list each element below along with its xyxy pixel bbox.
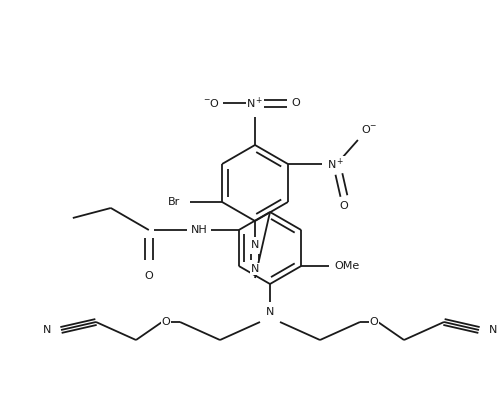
Text: N$^+$: N$^+$ — [327, 156, 344, 172]
Text: O: O — [162, 317, 170, 327]
Text: N: N — [251, 264, 259, 274]
Text: N: N — [266, 307, 274, 317]
Text: NH: NH — [190, 225, 207, 235]
Text: N$^+$: N$^+$ — [246, 96, 264, 111]
Text: N: N — [489, 325, 497, 335]
Text: O: O — [340, 201, 348, 211]
Text: N: N — [251, 240, 259, 250]
Text: O$^{-}$: O$^{-}$ — [360, 123, 377, 135]
Text: OMe: OMe — [334, 261, 360, 271]
Text: $^{-}$O: $^{-}$O — [204, 97, 220, 109]
Text: N: N — [43, 325, 51, 335]
Text: O: O — [292, 98, 300, 108]
Text: O: O — [144, 271, 153, 281]
Text: O: O — [370, 317, 378, 327]
Text: Br: Br — [168, 197, 180, 207]
